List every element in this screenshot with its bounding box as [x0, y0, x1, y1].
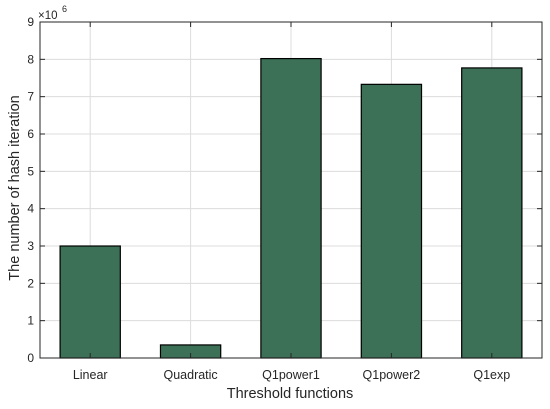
y-tick-label: 3 — [27, 239, 34, 253]
y-tick-label: 9 — [27, 15, 34, 29]
y-tick-label: 0 — [27, 351, 34, 365]
y-tick-label: 6 — [27, 127, 34, 141]
x-tick-label: Q1power1 — [262, 368, 320, 382]
y-tick-label: 5 — [27, 164, 34, 178]
x-tick-label: Linear — [73, 368, 108, 382]
x-tick-label: Quadratic — [163, 368, 217, 382]
y-tick-label: 2 — [27, 276, 34, 290]
y-tick-label: 4 — [27, 202, 34, 216]
bar-q1exp — [461, 67, 523, 359]
y-axis-exponent-power: 6 — [62, 4, 67, 14]
bar-q1power2 — [360, 83, 423, 359]
x-tick-label: Q1power2 — [363, 368, 421, 382]
labels: Threshold functions The number of hash i… — [7, 4, 353, 402]
bars — [59, 57, 523, 359]
x-axis-label: Threshold functions — [227, 386, 354, 402]
bar-linear — [59, 245, 121, 359]
y-tick-label: 8 — [27, 52, 34, 66]
axes: 0 1 2 3 4 5 6 7 8 9 Linear Quadratic Q1power1 Q1power… — [27, 15, 543, 382]
y-axis-exponent-base: ×10 — [38, 10, 58, 22]
x-tick-label: Q1exp — [473, 368, 510, 382]
y-tick-label: 1 — [27, 314, 34, 328]
plot-frame — [39, 21, 543, 359]
y-axis-label: The number of hash iteration — [7, 95, 23, 280]
y-tick-label: 7 — [27, 90, 34, 104]
bar-q1power1 — [260, 57, 322, 359]
